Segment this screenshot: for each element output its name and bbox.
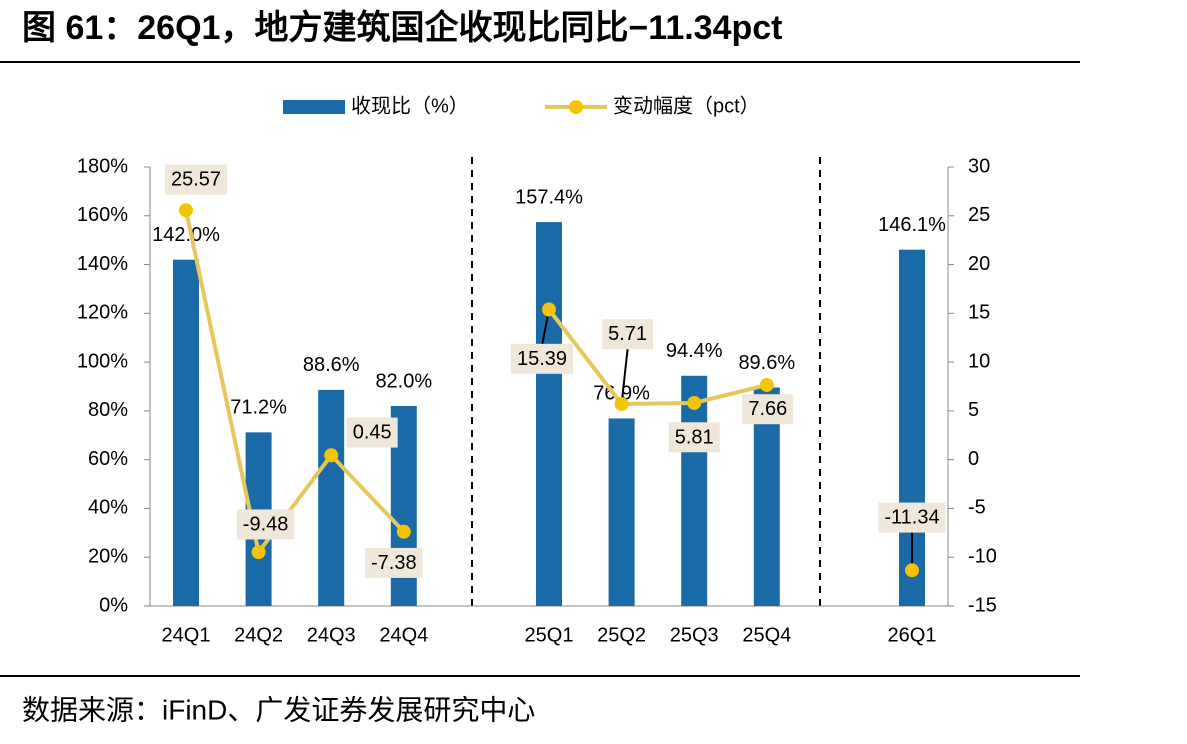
x-tick-label: 24Q4 — [379, 624, 428, 646]
x-tick-label: 25Q1 — [525, 624, 574, 646]
data-label: 5.81 — [675, 426, 714, 448]
marker — [324, 448, 339, 463]
marker — [542, 302, 556, 317]
legend-label: 收现比（%） — [351, 94, 469, 117]
x-tick-label: 25Q3 — [670, 624, 719, 646]
data-label: 25.57 — [171, 168, 221, 190]
y-tick-label: 100% — [77, 350, 128, 372]
y2-tick-label: 10 — [968, 350, 990, 372]
data-label: 5.71 — [608, 323, 647, 345]
data-label: 71.2% — [230, 397, 287, 419]
label-box — [668, 422, 720, 453]
marker — [251, 545, 266, 560]
label-box — [602, 319, 654, 350]
data-label: 7.66 — [748, 398, 787, 420]
legend-swatch — [569, 100, 583, 114]
bar — [173, 259, 199, 606]
data-label: 76.9% — [593, 383, 650, 405]
data-label: -7.38 — [371, 552, 417, 574]
y-tick-label: 120% — [77, 302, 128, 324]
x-tick-label: 25Q4 — [742, 624, 791, 646]
y-tick-label: 160% — [77, 204, 128, 226]
y-tick-label: 60% — [88, 448, 128, 470]
marker — [614, 396, 629, 411]
x-tick-label: 24Q1 — [162, 624, 211, 646]
y2-tick-label: 25 — [968, 204, 990, 226]
marker — [687, 395, 702, 410]
data-label: -9.48 — [243, 513, 289, 535]
label-box — [164, 164, 228, 195]
label-box — [878, 502, 946, 533]
data-label: 146.1% — [878, 214, 946, 236]
y-tick-label: 140% — [77, 253, 128, 275]
x-tick-label: 24Q2 — [234, 624, 283, 646]
data-label: 88.6% — [303, 354, 360, 376]
y2-tick-label: 15 — [968, 302, 990, 324]
bar — [318, 389, 345, 606]
label-box — [742, 394, 794, 425]
marker — [396, 524, 411, 539]
bar — [681, 375, 708, 606]
label-box — [236, 509, 295, 540]
marker — [179, 203, 193, 218]
x-tick-label: 24Q3 — [307, 624, 356, 646]
y-tick-label: 80% — [88, 399, 128, 421]
x-tick-label: 25Q2 — [597, 624, 646, 646]
x-tick-label: 26Q1 — [888, 624, 937, 646]
bar — [536, 222, 562, 606]
label-box — [510, 343, 574, 374]
label-box — [346, 417, 398, 448]
y2-tick-label: 20 — [968, 253, 990, 275]
data-label: -11.34 — [884, 507, 939, 529]
y-tick-label: 180% — [77, 155, 128, 177]
data-label: 15.39 — [517, 348, 567, 370]
data-label: 94.4% — [666, 340, 723, 362]
legend-swatch — [283, 100, 345, 114]
bar — [608, 418, 635, 606]
y2-tick-label: -15 — [968, 594, 997, 616]
label-box — [365, 547, 423, 578]
y-tick-label: 40% — [88, 497, 128, 519]
y2-tick-label: -5 — [968, 497, 986, 519]
y2-tick-label: -10 — [968, 546, 997, 568]
leader-line — [620, 348, 629, 405]
chart-title: 图 61：26Q1，地方建筑国企收现比同比−11.34pct — [22, 8, 783, 47]
data-label: 157.4% — [515, 186, 583, 208]
y2-tick-label: 30 — [968, 155, 990, 177]
marker — [905, 563, 919, 578]
marker — [759, 377, 774, 392]
data-label: 89.6% — [738, 352, 795, 374]
source: 数据来源：iFinD、广发证券发展研究中心 — [22, 694, 535, 725]
y2-tick-label: 0 — [968, 448, 979, 470]
data-label: 0.45 — [353, 422, 392, 444]
legend-label: 变动幅度（pct） — [613, 94, 760, 117]
y-tick-label: 0% — [99, 594, 128, 616]
y2-tick-label: 5 — [968, 399, 979, 421]
y-tick-label: 20% — [88, 546, 128, 568]
data-label: 142.0% — [152, 224, 220, 246]
data-label: 82.0% — [375, 370, 432, 392]
